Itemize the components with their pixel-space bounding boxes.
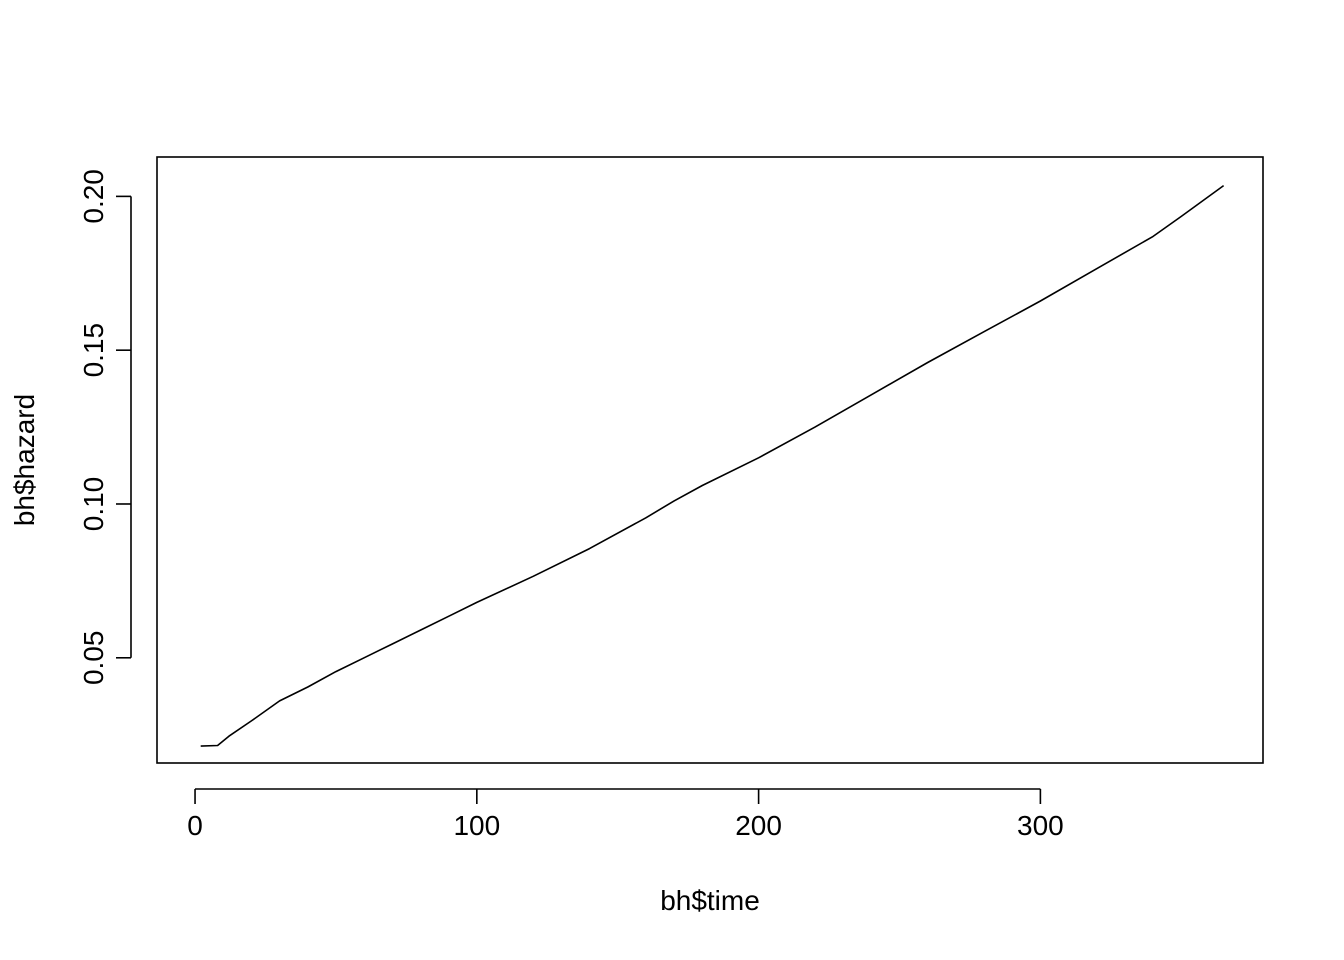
y-tick-label: 0.20 bbox=[78, 169, 109, 224]
x-axis: 0 100 200 300 bbox=[187, 788, 1064, 841]
x-tick-label: 200 bbox=[735, 810, 782, 841]
y-tick-label: 0.05 bbox=[78, 631, 109, 686]
y-axis: 0.05 0.10 0.15 0.20 bbox=[78, 169, 132, 686]
plot-area bbox=[156, 156, 1264, 764]
x-tick-label: 300 bbox=[1017, 810, 1064, 841]
y-tick-label: 0.10 bbox=[78, 477, 109, 532]
x-tick-label: 100 bbox=[453, 810, 500, 841]
x-tick-label: 0 bbox=[187, 810, 203, 841]
hazard-series-line bbox=[200, 184, 1225, 747]
y-tick-label: 0.15 bbox=[78, 323, 109, 378]
y-axis-title: bh$hazard bbox=[9, 394, 40, 526]
plot-frame bbox=[156, 156, 1264, 764]
x-axis-title: bh$time bbox=[660, 885, 760, 916]
